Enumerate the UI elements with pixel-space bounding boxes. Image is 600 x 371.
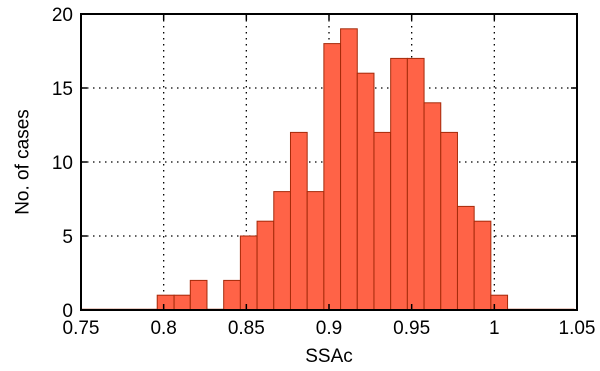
histogram-bar bbox=[306, 191, 325, 311]
histogram-bar bbox=[323, 43, 342, 311]
histogram-bar bbox=[440, 131, 458, 311]
histogram-bar bbox=[173, 294, 191, 311]
x-tick-label: 0.95 bbox=[393, 318, 430, 339]
x-tick-label: 1.05 bbox=[559, 318, 596, 339]
x-tick-label: 0.75 bbox=[63, 318, 100, 339]
x-tick-label: 0.8 bbox=[150, 318, 176, 339]
x-tick-label: 0.9 bbox=[316, 318, 342, 339]
histogram-bar bbox=[490, 294, 509, 311]
histogram-bar bbox=[423, 102, 442, 311]
histogram-bar bbox=[189, 279, 208, 311]
histogram-bar bbox=[239, 235, 258, 311]
histogram-bar bbox=[406, 57, 425, 311]
x-tick-label: 0.85 bbox=[228, 318, 265, 339]
histogram-bar bbox=[156, 294, 175, 311]
x-tick-label: 1 bbox=[489, 318, 500, 339]
histogram-bar bbox=[256, 220, 275, 311]
y-axis-label: No. of cases bbox=[13, 109, 34, 215]
histogram-bar bbox=[289, 131, 308, 311]
y-tick-label: 5 bbox=[62, 227, 73, 248]
y-tick-label: 20 bbox=[52, 5, 73, 26]
histogram-bar bbox=[356, 72, 375, 311]
histogram-bar bbox=[456, 205, 475, 311]
x-axis-label: SSAc bbox=[305, 346, 353, 367]
y-tick-label: 0 bbox=[62, 301, 73, 322]
axis-ticks: 0.75 0.8 0.85 0.9 0.95 1 1.05 0 5 10 15 20 bbox=[52, 5, 596, 339]
histogram-bar bbox=[273, 191, 291, 311]
y-tick-label: 10 bbox=[52, 153, 73, 174]
y-tick-label: 15 bbox=[52, 79, 73, 100]
histogram-bar bbox=[390, 57, 408, 311]
histogram-bars bbox=[80, 28, 575, 311]
histogram-bar bbox=[473, 220, 492, 311]
histogram-bar bbox=[340, 28, 358, 311]
histogram-bar bbox=[223, 279, 241, 311]
histogram-bar bbox=[373, 131, 392, 311]
